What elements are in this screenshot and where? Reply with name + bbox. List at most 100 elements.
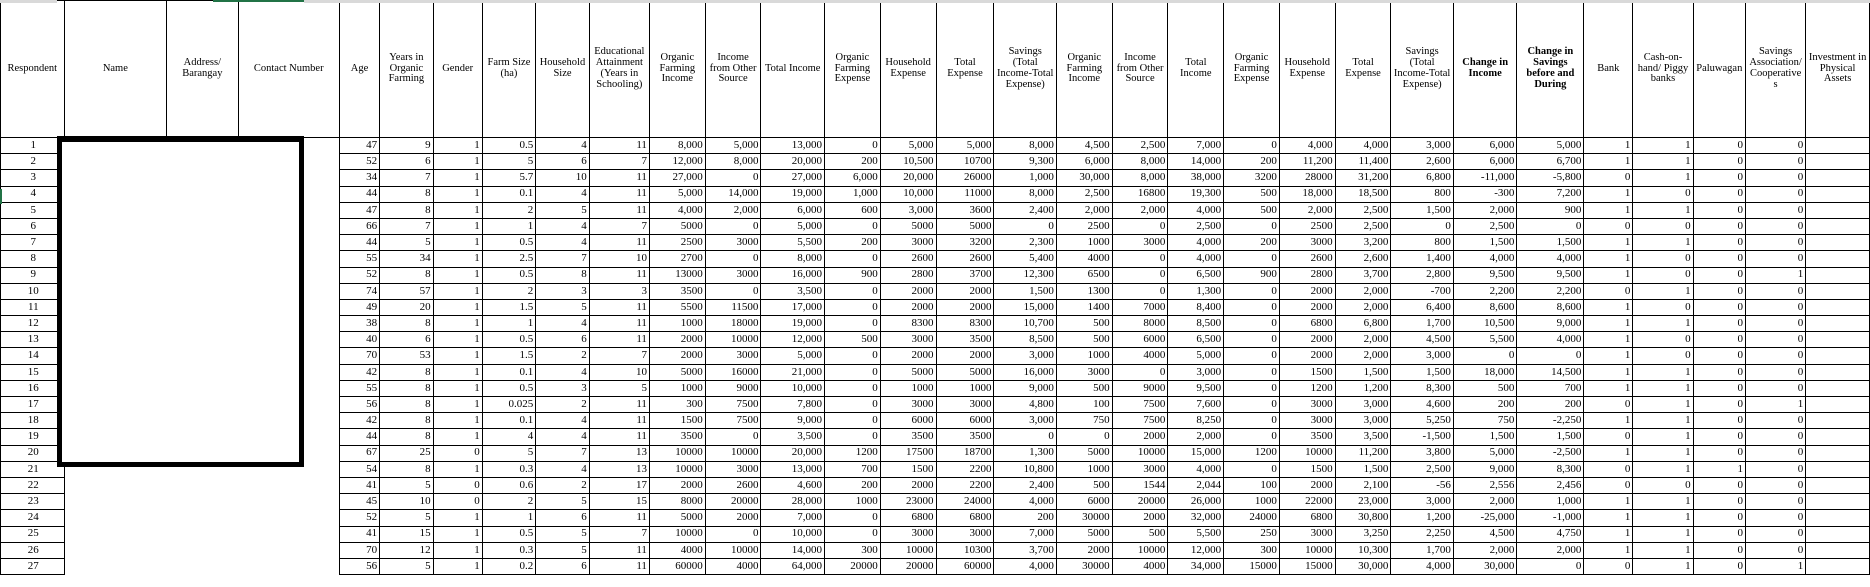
cell-address[interactable] xyxy=(166,347,239,365)
cell-total_expense_1[interactable]: 3600 xyxy=(935,201,995,219)
cell-gender[interactable]: 1 xyxy=(432,525,483,543)
cell-household_size[interactable]: 5 xyxy=(535,541,590,559)
cell-change_savings[interactable]: 700 xyxy=(1516,379,1585,398)
cell-investment[interactable] xyxy=(1805,217,1870,236)
cell-other_income_2[interactable]: 0 xyxy=(1111,363,1169,381)
cell-cash_on_hand[interactable]: 1 xyxy=(1632,444,1694,462)
cell-change_savings[interactable]: 2,200 xyxy=(1516,282,1585,300)
cell-bank[interactable]: 1 xyxy=(1583,525,1634,543)
cell-org_expense_1[interactable]: 200 xyxy=(824,153,881,171)
cell-org_income_1[interactable]: 2500 xyxy=(648,234,706,252)
cell-hh_expense_1[interactable]: 3000 xyxy=(879,525,937,543)
cell-paluwagan[interactable]: 0 xyxy=(1692,282,1747,300)
cell-org_income_1[interactable]: 4,000 xyxy=(648,201,706,219)
cell-investment[interactable] xyxy=(1805,444,1870,462)
cell-savings_2[interactable]: 1,700 xyxy=(1390,315,1454,333)
cell-education[interactable]: 10 xyxy=(588,363,650,381)
cell-change_income[interactable]: 2,000 xyxy=(1452,201,1518,219)
cell-bank[interactable]: 1 xyxy=(1583,234,1634,252)
cell-org_expense_2[interactable]: 0 xyxy=(1223,136,1280,155)
cell-name[interactable] xyxy=(64,428,167,446)
cell-age[interactable]: 41 xyxy=(338,525,381,543)
cell-paluwagan[interactable]: 0 xyxy=(1692,201,1747,219)
cell-other_income_2[interactable]: 0 xyxy=(1111,217,1169,236)
cell-hh_expense_2[interactable]: 3000 xyxy=(1278,412,1336,430)
cell-hh_expense_1[interactable]: 10,500 xyxy=(879,153,937,171)
cell-other_income_2[interactable]: 500 xyxy=(1111,525,1169,543)
cell-bank[interactable]: 0 xyxy=(1583,217,1634,236)
cell-address[interactable] xyxy=(166,558,239,575)
cell-education[interactable]: 11 xyxy=(588,395,650,414)
column-header-change_income[interactable]: Change in Income xyxy=(1452,0,1518,138)
cell-org_income_2[interactable]: 100 xyxy=(1055,395,1113,414)
cell-savings_assoc[interactable]: 0 xyxy=(1744,412,1807,430)
cell-paluwagan[interactable]: 0 xyxy=(1692,169,1747,187)
cell-name[interactable] xyxy=(64,477,167,494)
column-header-cash_on_hand[interactable]: Cash-on-hand/ Piggy banks xyxy=(1632,0,1694,138)
cell-change_income[interactable]: 2,200 xyxy=(1452,282,1518,300)
cell-gender[interactable]: 1 xyxy=(432,153,483,171)
cell-investment[interactable] xyxy=(1805,234,1870,252)
cell-years_organic[interactable]: 34 xyxy=(379,250,434,268)
cell-other_income_2[interactable]: 10000 xyxy=(1111,541,1169,559)
cell-hh_expense_1[interactable]: 17500 xyxy=(879,444,937,462)
cell-savings_2[interactable]: 2,500 xyxy=(1390,460,1454,478)
cell-age[interactable]: 41 xyxy=(338,476,381,495)
cell-gender[interactable]: 1 xyxy=(432,234,483,252)
cell-address[interactable] xyxy=(166,412,239,429)
cell-education[interactable]: 11 xyxy=(588,298,650,317)
cell-respondent[interactable]: 18 xyxy=(0,412,65,430)
cell-cash_on_hand[interactable]: 1 xyxy=(1632,525,1694,543)
cell-change_income[interactable]: 5,500 xyxy=(1452,331,1518,349)
cell-age[interactable]: 44 xyxy=(338,428,381,446)
cell-name[interactable] xyxy=(64,493,167,510)
cell-savings_1[interactable]: 2,300 xyxy=(993,234,1057,252)
cell-org_expense_1[interactable]: 0 xyxy=(824,298,881,317)
cell-household_size[interactable]: 2 xyxy=(535,476,590,495)
cell-savings_2[interactable]: 4,500 xyxy=(1390,331,1454,349)
cell-name[interactable] xyxy=(64,315,167,332)
cell-household_size[interactable]: 6 xyxy=(535,557,590,576)
cell-investment[interactable] xyxy=(1805,379,1870,398)
cell-savings_1[interactable]: 9,300 xyxy=(993,153,1057,171)
cell-org_expense_1[interactable]: 1200 xyxy=(824,444,881,462)
cell-bank[interactable]: 1 xyxy=(1583,185,1634,203)
cell-org_expense_2[interactable]: 0 xyxy=(1223,363,1280,381)
cell-savings_assoc[interactable]: 1 xyxy=(1744,395,1807,414)
cell-org_income_2[interactable]: 30,000 xyxy=(1055,169,1113,187)
cell-total_income_1[interactable]: 3,500 xyxy=(760,428,825,446)
cell-farm_size[interactable]: 2.5 xyxy=(481,250,537,268)
cell-farm_size[interactable]: 0.5 xyxy=(481,136,537,155)
cell-org_expense_2[interactable]: 0 xyxy=(1223,347,1280,365)
cell-years_organic[interactable]: 15 xyxy=(379,525,434,543)
cell-savings_2[interactable]: 2,800 xyxy=(1390,266,1454,284)
cell-org_expense_2[interactable]: 0 xyxy=(1223,428,1280,446)
cell-org_income_2[interactable]: 1000 xyxy=(1055,460,1113,478)
cell-hh_expense_2[interactable]: 4,000 xyxy=(1278,136,1336,155)
cell-org_income_2[interactable]: 750 xyxy=(1055,412,1113,430)
cell-change_savings[interactable]: -5,800 xyxy=(1516,169,1585,187)
cell-other_income_2[interactable]: 0 xyxy=(1111,266,1169,284)
cell-paluwagan[interactable]: 0 xyxy=(1692,476,1747,495)
cell-bank[interactable]: 1 xyxy=(1583,347,1634,365)
cell-education[interactable]: 3 xyxy=(588,282,650,300)
cell-hh_expense_1[interactable]: 1500 xyxy=(879,460,937,478)
cell-change_savings[interactable]: 6,700 xyxy=(1516,153,1585,171)
cell-total_expense_2[interactable]: 3,700 xyxy=(1334,266,1392,284)
cell-total_income_1[interactable]: 12,000 xyxy=(760,331,825,349)
cell-cash_on_hand[interactable]: 0 xyxy=(1632,347,1694,365)
cell-other_income_2[interactable]: 8,000 xyxy=(1111,169,1169,187)
cell-bank[interactable]: 0 xyxy=(1583,476,1634,495)
cell-other_income_2[interactable]: 8,000 xyxy=(1111,153,1169,171)
table-row[interactable]: 9 52 8 1 0.5 8 11 13000 3000 16,000 900 2800 3700 12,… xyxy=(0,266,1870,284)
cell-address[interactable] xyxy=(166,331,239,348)
cell-bank[interactable]: 1 xyxy=(1583,250,1634,268)
cell-farm_size[interactable]: 2 xyxy=(481,493,537,511)
cell-bank[interactable]: 0 xyxy=(1583,282,1634,300)
cell-total_expense_2[interactable]: 2,500 xyxy=(1334,201,1392,219)
cell-change_savings[interactable]: -2,250 xyxy=(1516,412,1585,430)
cell-org_expense_1[interactable]: 1000 xyxy=(824,493,881,511)
cell-total_income_2[interactable]: 1,300 xyxy=(1167,282,1225,300)
